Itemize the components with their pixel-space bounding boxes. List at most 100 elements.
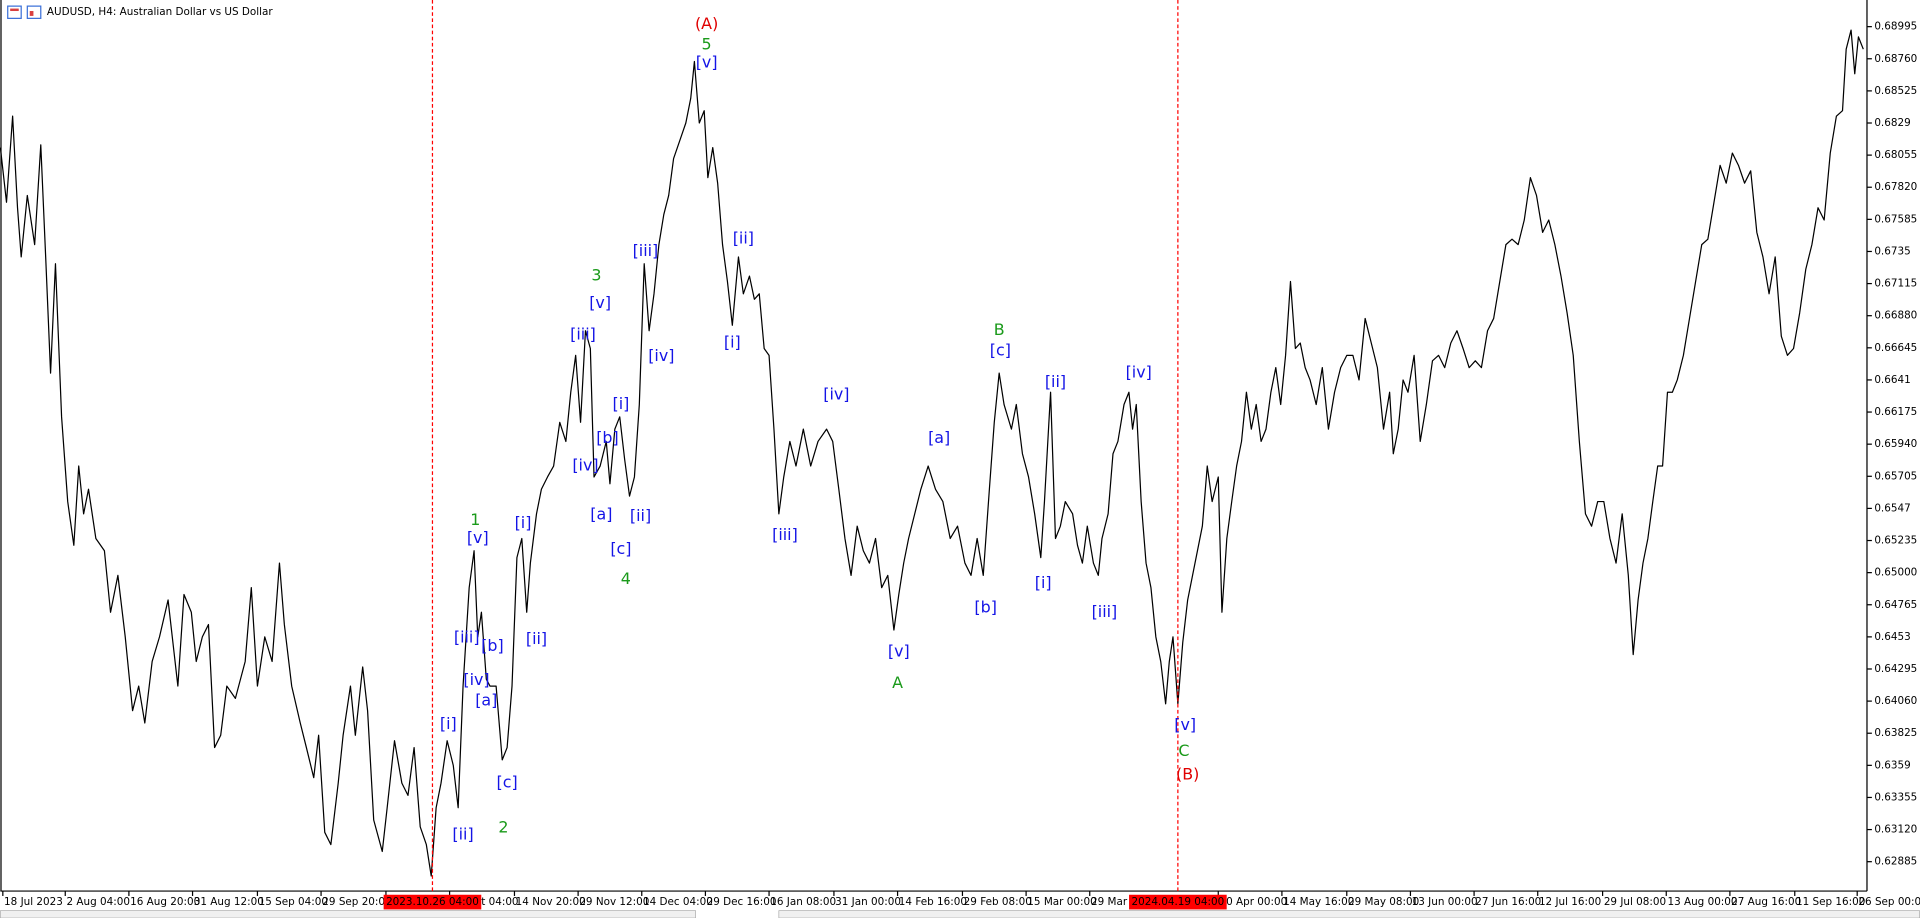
price-line [0,29,1864,877]
x-tick-label: 29 Nov 12:00 [579,896,649,908]
x-tick-label: 14 Nov 20:00 [516,896,586,908]
y-tick-label: 0.65235 [1874,535,1917,547]
symbol-icons [7,5,42,19]
y-tick-label: 0.62885 [1874,856,1917,868]
y-tick-label: 0.68760 [1874,53,1917,65]
y-tick-label: 0.65000 [1874,567,1917,579]
x-tick-label: 29 Mar 16:00 [1091,896,1160,908]
wave-label: [iii] [633,241,659,260]
wave-label: [iii] [570,324,596,343]
x-tick-label: 12 Jul 16:00 [1539,896,1601,908]
wave-label: [v] [888,641,910,660]
y-tick-label: 0.63120 [1874,824,1917,836]
marker-label: 2024.04.19 04:00 [1129,894,1227,910]
y-tick-label: 0.64295 [1874,663,1917,675]
x-tick-label: 27 Aug 16:00 [1731,896,1801,908]
wave-label: [i] [440,714,457,733]
y-tick-label: 0.6829 [1874,117,1910,129]
wave-label: [a] [928,428,950,447]
wave-label: C [1178,741,1189,760]
icon-detail [10,8,19,12]
y-tick-label: 0.6735 [1874,245,1910,257]
marker-label-text: 2024.04.19 04:00 [1131,896,1224,908]
x-tick-label: 11 Sep 16:00 [1796,896,1865,908]
wave-label: [b] [481,636,504,655]
wave-label: 2 [498,818,508,837]
wave-label: [ii] [526,629,547,648]
y-tick-label: 0.6641 [1874,374,1910,386]
wave-label: [v] [696,52,718,71]
x-tick-label: 13 Aug 00:00 [1667,896,1737,908]
x-tick-label: 13 Jun 00:00 [1412,896,1478,908]
y-tick-label: 0.67820 [1874,181,1917,193]
x-tick-label: 15 Mar 00:00 [1027,896,1096,908]
wave-label: 5 [702,35,712,54]
y-tick-label: 0.68525 [1874,85,1917,97]
wave-label: A [892,673,903,692]
x-tick-label: 29 Feb 08:00 [964,896,1032,908]
wave-label: B [994,320,1005,339]
wave-label: [ii] [630,506,651,525]
x-tick-label: 15 Sep 04:00 [259,896,328,908]
scrollbar[interactable] [0,910,696,918]
wave-label: 1 [470,510,480,529]
wave-label: (B) [1176,764,1199,783]
x-tick-label: 29 Jul 08:00 [1604,896,1666,908]
wave-label: [a] [475,691,497,710]
y-tick-label: 0.6359 [1874,759,1910,771]
wave-label: [ii] [452,825,473,844]
marker-label-bg [1129,894,1227,910]
wave-label: 4 [621,569,631,588]
x-tick-label: 31 Jan 00:00 [835,896,901,908]
wave-label: 3 [591,266,601,285]
wave-label: [iii] [454,628,480,647]
marker-label-text: 2023.10.26 04:00 [386,896,479,908]
chart-title: AUDUSD, H4: Australian Dollar vs US Doll… [47,6,274,18]
wave-label: [iv] [463,670,489,689]
y-tick-label: 0.66880 [1874,310,1917,322]
wave-label: [i] [724,333,741,352]
x-tick-label: 14 Feb 16:00 [899,896,967,908]
y-tick-label: 0.63825 [1874,727,1917,739]
wave-label: [ii] [733,229,754,248]
wave-label: [b] [974,598,997,617]
y-tick-label: 0.65940 [1874,438,1917,450]
wave-label: [v] [589,293,611,312]
x-tick-label: 30 Oct 04:00 [451,896,519,908]
wave-label: [v] [1174,715,1196,734]
scrollbar[interactable] [778,910,1920,918]
wave-label: [iv] [1126,363,1152,382]
wave-label: [ii] [1045,372,1066,391]
y-tick-label: 0.66645 [1874,342,1917,354]
y-tick-label: 0.68995 [1874,21,1917,33]
marker-label-bg [383,894,482,910]
x-tick-label: 16 Aug 20:00 [130,896,200,908]
x-tick-label: 26 Sep 00:00 [1858,896,1920,908]
x-tick-label: 29 May 08:00 [1348,896,1419,908]
x-tick-label: 18 Jul 2023 [4,896,63,908]
wave-label: [b] [596,428,619,447]
wave-label: [iv] [648,346,674,365]
y-tick-label: 0.63355 [1874,791,1917,803]
icon [26,5,42,19]
marker-label: 2023.10.26 04:00 [383,894,482,910]
y-tick-label: 0.67115 [1874,278,1917,290]
x-tick-label: 29 Dec 16:00 [707,896,777,908]
y-tick-label: 0.64765 [1874,599,1917,611]
x-tick-label: 27 Jun 16:00 [1475,896,1541,908]
icon [7,5,22,19]
x-tick-label: 2 Aug 04:00 [66,896,129,908]
y-tick-label: 0.6547 [1874,502,1910,514]
y-tick-label: 0.67585 [1874,213,1917,225]
x-tick-label: 14 Dec 04:00 [643,896,713,908]
wave-label: [iv] [823,384,849,403]
wave-label: [v] [467,528,489,547]
wave-label: [c] [610,539,631,558]
y-tick-label: 0.66175 [1874,406,1917,418]
wave-label: [a] [590,505,612,524]
wave-label: [iv] [572,456,598,475]
x-tick-label: 31 Aug 12:00 [194,896,264,908]
wave-label: (A) [695,14,718,33]
